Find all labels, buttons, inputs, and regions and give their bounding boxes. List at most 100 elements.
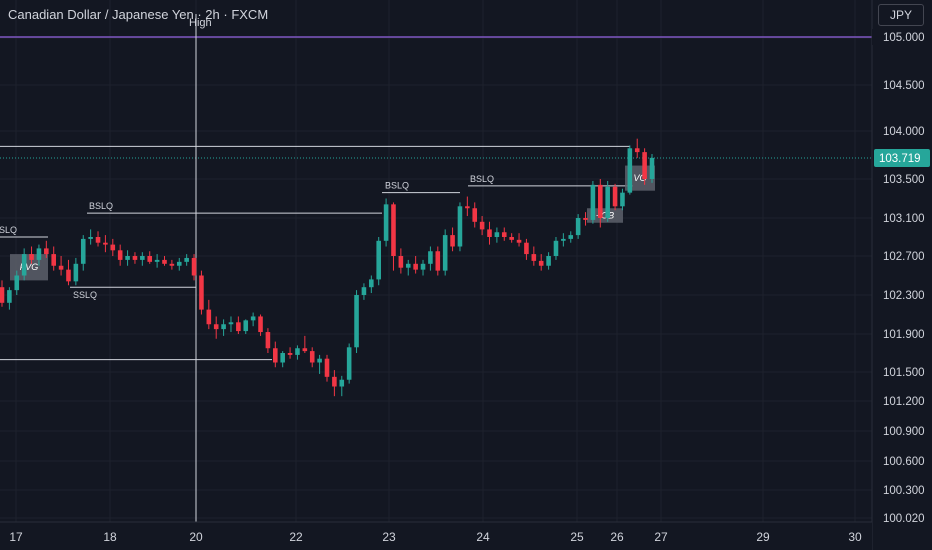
candle[interactable] [213, 316, 219, 339]
candle[interactable] [376, 237, 381, 286]
candle[interactable] [339, 375, 345, 397]
candle[interactable] [258, 314, 263, 336]
candle-body [428, 251, 433, 264]
candle[interactable] [236, 316, 241, 334]
candle[interactable] [501, 227, 507, 241]
candle[interactable] [553, 237, 559, 260]
candle[interactable] [649, 154, 655, 183]
candle[interactable] [228, 316, 234, 333]
candle[interactable] [184, 254, 189, 266]
candle[interactable] [575, 214, 581, 239]
candle[interactable] [391, 202, 396, 271]
candle[interactable] [265, 328, 271, 353]
candle-body [339, 379, 345, 387]
candle[interactable] [125, 250, 130, 266]
candle[interactable] [132, 252, 138, 264]
candle[interactable] [561, 233, 566, 247]
candle[interactable] [221, 319, 226, 336]
candle[interactable] [487, 221, 492, 245]
candle[interactable] [324, 354, 330, 382]
candle[interactable] [642, 148, 647, 185]
candle[interactable] [369, 275, 374, 294]
currency-button[interactable]: JPY [878, 4, 924, 26]
time-axis[interactable] [0, 522, 872, 550]
candle[interactable] [36, 244, 42, 266]
candle[interactable] [29, 246, 34, 264]
candle[interactable] [361, 283, 367, 300]
candle[interactable] [66, 259, 71, 286]
candle[interactable] [191, 254, 197, 281]
candle[interactable] [472, 202, 478, 228]
candle[interactable] [612, 183, 618, 211]
candle[interactable] [169, 259, 175, 270]
candle[interactable] [531, 246, 537, 266]
candle[interactable] [280, 351, 285, 368]
candle[interactable] [420, 259, 426, 276]
candle[interactable] [568, 231, 574, 243]
candle[interactable] [479, 216, 485, 236]
candle[interactable] [250, 312, 256, 327]
candle[interactable] [162, 256, 167, 266]
candle[interactable] [435, 246, 441, 276]
candle[interactable] [147, 251, 153, 264]
candle[interactable] [140, 252, 145, 266]
candle[interactable] [110, 238, 116, 256]
candle[interactable] [117, 244, 123, 266]
candle[interactable] [465, 196, 470, 217]
candle[interactable] [273, 341, 278, 368]
candle[interactable] [450, 227, 455, 252]
candle[interactable] [206, 299, 212, 330]
candle[interactable] [103, 235, 108, 253]
candle[interactable] [243, 319, 249, 334]
candle[interactable] [457, 202, 463, 252]
time-tick-label: 22 [289, 530, 303, 544]
candle[interactable] [524, 238, 529, 260]
candle[interactable] [620, 188, 625, 211]
candle[interactable] [627, 145, 633, 195]
candlesticks[interactable] [0, 138, 655, 397]
time-tick-label: 25 [570, 530, 584, 544]
candle[interactable] [590, 180, 596, 224]
candle[interactable] [398, 248, 404, 274]
candle[interactable] [51, 246, 56, 271]
candle[interactable] [354, 290, 359, 353]
candle[interactable] [538, 254, 544, 271]
candle[interactable] [88, 229, 93, 245]
candle[interactable] [413, 256, 418, 274]
candle[interactable] [428, 246, 433, 271]
candle[interactable] [302, 335, 308, 353]
candle[interactable] [634, 138, 640, 158]
candle[interactable] [44, 240, 49, 258]
candle[interactable] [80, 235, 86, 271]
candle[interactable] [605, 180, 610, 222]
candle[interactable] [199, 270, 204, 315]
candle[interactable] [58, 256, 64, 276]
candle-body [649, 157, 655, 179]
candle[interactable] [516, 233, 522, 247]
candle[interactable] [0, 280, 5, 307]
candle[interactable] [346, 343, 352, 384]
candle[interactable] [14, 270, 20, 295]
candle[interactable] [317, 354, 322, 374]
candle[interactable] [383, 198, 389, 247]
candle[interactable] [332, 370, 337, 397]
candle[interactable] [73, 257, 79, 286]
candle[interactable] [21, 248, 27, 281]
candle[interactable] [309, 347, 315, 368]
candle[interactable] [176, 257, 182, 271]
candle[interactable] [546, 252, 551, 270]
candle[interactable] [154, 254, 160, 268]
candle[interactable] [598, 179, 603, 228]
candle[interactable] [287, 347, 293, 359]
candle[interactable] [295, 345, 300, 360]
candle[interactable] [405, 259, 411, 276]
candle[interactable] [583, 212, 588, 226]
candle[interactable] [7, 287, 12, 310]
candle[interactable] [494, 227, 500, 243]
price-axis[interactable] [872, 0, 932, 550]
candle[interactable] [509, 233, 514, 243]
candle-body [553, 240, 559, 256]
candle[interactable] [95, 231, 101, 247]
candle[interactable] [442, 229, 448, 276]
